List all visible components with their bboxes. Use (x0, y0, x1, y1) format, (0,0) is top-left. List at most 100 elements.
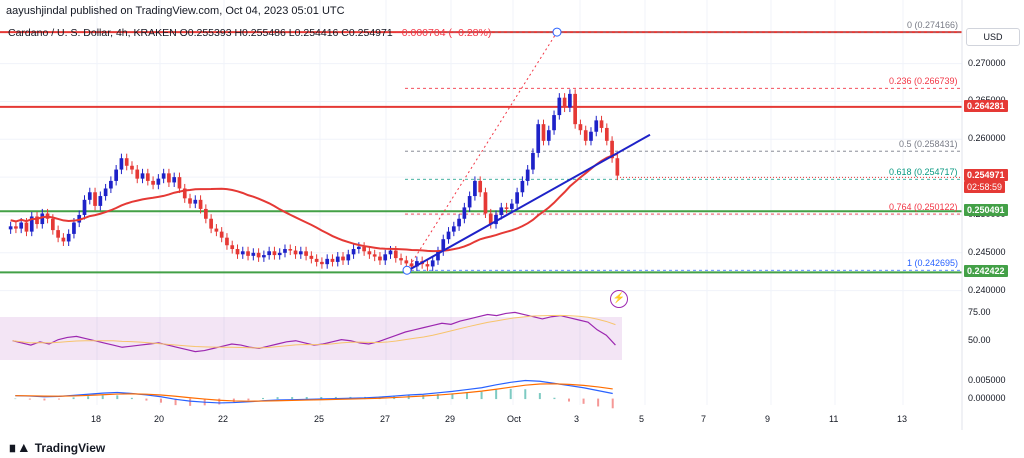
candle-body (203, 208, 208, 219)
candle-body (399, 258, 403, 261)
candle-body (19, 222, 24, 229)
candle-body (356, 246, 361, 250)
candle (188, 193, 192, 209)
time-tick-label: 7 (701, 414, 707, 424)
brand-name: TradingView (34, 440, 106, 455)
macd-bar (28, 398, 31, 400)
candle-body (362, 246, 366, 252)
candle-body (235, 249, 240, 255)
candle (262, 250, 266, 262)
candle (225, 233, 229, 250)
macd-bar (262, 397, 264, 400)
candle-body (283, 249, 287, 253)
fib-label: 0.5 (0.258431) (899, 139, 958, 150)
candle-body (167, 173, 171, 183)
candle (446, 227, 451, 244)
fib-label: 0.764 (0.250122) (889, 202, 958, 213)
candle-body (531, 152, 535, 170)
currency-button[interactable]: USD (966, 28, 1020, 46)
candle-body (66, 233, 71, 242)
countdown-label: 02:58:59 (964, 181, 1006, 194)
logo-icon: ∎▲ (8, 439, 31, 455)
macd-tick-label: 0.005000 (968, 374, 1006, 385)
candle-body (72, 222, 76, 234)
candle-body (372, 254, 377, 257)
candle-body (145, 173, 150, 181)
candle-body (541, 124, 546, 141)
candle-body (546, 130, 551, 141)
candle (219, 227, 224, 243)
candle (594, 115, 599, 137)
candle (156, 174, 161, 190)
candle-body (615, 158, 620, 176)
candle (230, 240, 235, 254)
candle (589, 127, 593, 146)
candle-body (483, 192, 488, 214)
macd-tick-label: 0.000000 (968, 392, 1006, 403)
lightning-icon[interactable]: ⚡ (610, 290, 628, 308)
macd-bar (189, 398, 192, 406)
sma-line (10, 153, 618, 253)
candle (161, 168, 166, 184)
candle-body (488, 213, 493, 225)
candle (209, 214, 213, 234)
candle-body (82, 199, 87, 215)
candle (488, 208, 493, 229)
publisher-line: aayushjindal published on TradingView.co… (6, 5, 345, 17)
candle (330, 254, 335, 267)
candle (320, 257, 324, 269)
candle-body (610, 140, 614, 159)
candle (272, 246, 277, 260)
candle (309, 251, 314, 264)
ohlc-values: O0.255393 H0.255486 L0.254416 C0.254971 (179, 27, 393, 39)
candle-body (504, 207, 509, 209)
candle (114, 165, 119, 186)
macd-bar (247, 398, 250, 401)
candle (546, 125, 551, 146)
change-value: −0.000704 (−0.28%) (395, 27, 492, 39)
macd-bar (218, 398, 221, 405)
fib-label: 0 (0.274166) (907, 20, 959, 31)
macd-bar (305, 397, 308, 400)
rsi-band (0, 317, 622, 360)
candle (82, 195, 87, 220)
candle (457, 214, 461, 231)
candle (536, 119, 541, 158)
candle-body (335, 256, 340, 262)
candle (557, 93, 562, 120)
macd-bar (553, 397, 556, 400)
fib-anchor-low (402, 265, 412, 275)
candle-body (473, 180, 477, 197)
candle (130, 161, 134, 175)
candle (583, 125, 588, 146)
candle (562, 93, 567, 113)
candle-body (188, 198, 192, 204)
candle (504, 202, 509, 214)
candle-body (61, 237, 66, 242)
candle (425, 259, 430, 271)
rsi-tick-label: 50.00 (968, 334, 991, 345)
candle (499, 202, 504, 220)
candle-body (441, 239, 446, 252)
candle (341, 252, 345, 265)
symbol-legend[interactable]: Cardano / U. S. Dollar, 4h, KRAKEN O0.25… (8, 27, 491, 39)
candle (467, 191, 472, 212)
macd-bar (160, 398, 162, 403)
candle (483, 187, 488, 218)
candle-body (293, 250, 298, 255)
candle (293, 246, 298, 259)
candle (119, 153, 124, 175)
candle (525, 165, 530, 186)
candle (531, 148, 535, 175)
candle (8, 221, 13, 234)
candle-body (436, 251, 440, 261)
macd-bar (568, 398, 570, 402)
candle (367, 246, 372, 259)
candle (436, 246, 440, 265)
candle-body (578, 124, 583, 131)
candle-body (50, 218, 55, 231)
candle-body (499, 207, 504, 215)
candle-body (525, 169, 530, 181)
candle (362, 242, 366, 256)
